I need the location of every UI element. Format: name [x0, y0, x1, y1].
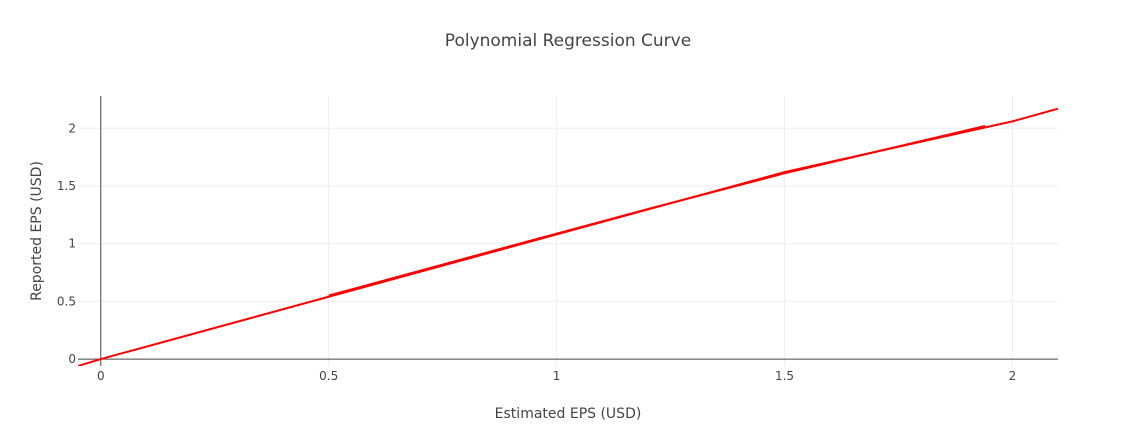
y-tick-label: 1 [68, 237, 76, 251]
y-axis-title: Reported EPS (USD) [29, 161, 45, 301]
x-tick-label: 0 [97, 369, 105, 383]
x-tick-label: 2 [1009, 369, 1017, 383]
x-tick-label: 0.5 [319, 369, 338, 383]
y-tick-label: 2 [68, 121, 76, 135]
regression-line-2 [328, 125, 986, 297]
axis-layer [78, 96, 1058, 366]
x-tick-label: 1.5 [775, 369, 794, 383]
chart-title: Polynomial Regression Curve [445, 31, 691, 51]
x-tick-label: 1 [553, 369, 561, 383]
y-tick-label: 0 [68, 352, 76, 366]
series-layer [78, 107, 1058, 366]
y-tick-label: 1.5 [57, 179, 76, 193]
regression-line-1 [78, 107, 1058, 366]
tick-layer: 0 0.5 1 1.5 2 0 0.5 1 1.5 2 [57, 121, 1016, 383]
x-axis-title: Estimated EPS (USD) [495, 406, 642, 422]
y-tick-label: 0.5 [57, 294, 76, 308]
grid-layer [78, 96, 1058, 366]
